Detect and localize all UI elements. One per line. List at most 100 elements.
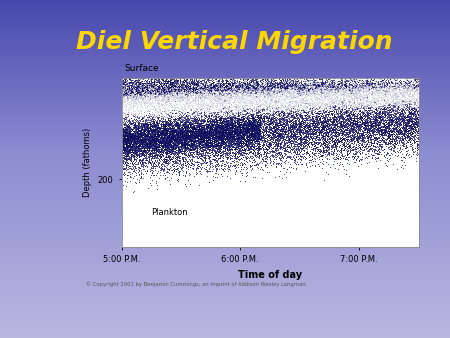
- Point: [368, 132, 375, 138]
- Point: [317, 84, 324, 90]
- Point: [170, 166, 177, 171]
- Point: [347, 98, 355, 104]
- Point: [232, 89, 239, 94]
- Point: [291, 99, 298, 104]
- Point: [163, 89, 170, 94]
- Point: [408, 105, 415, 110]
- Point: [335, 96, 342, 102]
- Point: [134, 140, 141, 145]
- Point: [276, 85, 283, 90]
- Point: [404, 133, 411, 138]
- Point: [143, 86, 150, 91]
- Point: [252, 153, 259, 159]
- Point: [199, 135, 207, 140]
- Point: [312, 93, 319, 98]
- Point: [386, 90, 393, 95]
- Point: [385, 87, 392, 93]
- Point: [125, 101, 132, 107]
- Point: [166, 136, 173, 142]
- Point: [312, 93, 319, 98]
- Point: [197, 103, 204, 108]
- Point: [399, 84, 406, 89]
- Point: [176, 93, 183, 98]
- Point: [374, 104, 381, 110]
- Point: [210, 142, 217, 147]
- Point: [285, 95, 292, 100]
- Point: [240, 116, 248, 122]
- Point: [364, 133, 371, 138]
- Point: [315, 84, 322, 90]
- Point: [341, 96, 348, 101]
- Point: [366, 132, 373, 138]
- Point: [393, 100, 400, 105]
- Point: [373, 95, 380, 100]
- Point: [225, 131, 233, 137]
- Point: [168, 91, 176, 97]
- Point: [387, 95, 394, 100]
- Point: [231, 122, 239, 127]
- Point: [185, 107, 193, 113]
- Point: [181, 121, 189, 127]
- Point: [310, 97, 318, 102]
- Point: [347, 105, 355, 111]
- Point: [344, 99, 351, 104]
- Point: [184, 128, 191, 134]
- Point: [176, 98, 184, 103]
- Point: [214, 79, 221, 84]
- Point: [153, 145, 160, 150]
- Point: [175, 137, 182, 142]
- Point: [350, 143, 357, 148]
- Point: [155, 92, 162, 98]
- Point: [149, 127, 157, 132]
- Point: [363, 85, 370, 90]
- Point: [319, 136, 326, 141]
- Point: [380, 82, 387, 87]
- Point: [173, 90, 180, 95]
- Point: [336, 100, 343, 105]
- Point: [127, 94, 134, 100]
- Point: [408, 111, 415, 116]
- Point: [200, 142, 207, 148]
- Point: [223, 92, 230, 98]
- Point: [193, 138, 200, 143]
- Point: [133, 146, 140, 151]
- Point: [187, 84, 194, 89]
- Point: [161, 96, 168, 102]
- Point: [375, 104, 382, 110]
- Point: [261, 96, 269, 102]
- Point: [224, 133, 231, 139]
- Point: [404, 93, 411, 98]
- Point: [143, 143, 150, 149]
- Point: [300, 110, 307, 115]
- Point: [276, 90, 284, 95]
- Point: [251, 110, 258, 116]
- Point: [126, 149, 133, 154]
- Point: [322, 90, 329, 96]
- Point: [415, 100, 422, 105]
- Point: [227, 140, 234, 145]
- Point: [252, 124, 259, 129]
- Point: [223, 124, 230, 129]
- Point: [253, 77, 260, 82]
- Point: [406, 95, 414, 100]
- Point: [176, 78, 183, 84]
- Point: [286, 88, 293, 94]
- Point: [235, 86, 243, 91]
- Point: [352, 95, 360, 101]
- Point: [235, 89, 242, 95]
- Point: [248, 114, 255, 119]
- Point: [143, 90, 150, 95]
- Point: [294, 93, 301, 98]
- Point: [218, 117, 225, 122]
- Point: [252, 85, 259, 91]
- Point: [130, 123, 137, 128]
- Point: [234, 156, 242, 162]
- Point: [413, 99, 420, 104]
- Point: [310, 144, 318, 149]
- Point: [396, 89, 403, 94]
- Point: [401, 89, 408, 94]
- Point: [186, 100, 193, 105]
- Point: [323, 94, 330, 99]
- Point: [242, 108, 249, 113]
- Point: [154, 127, 161, 133]
